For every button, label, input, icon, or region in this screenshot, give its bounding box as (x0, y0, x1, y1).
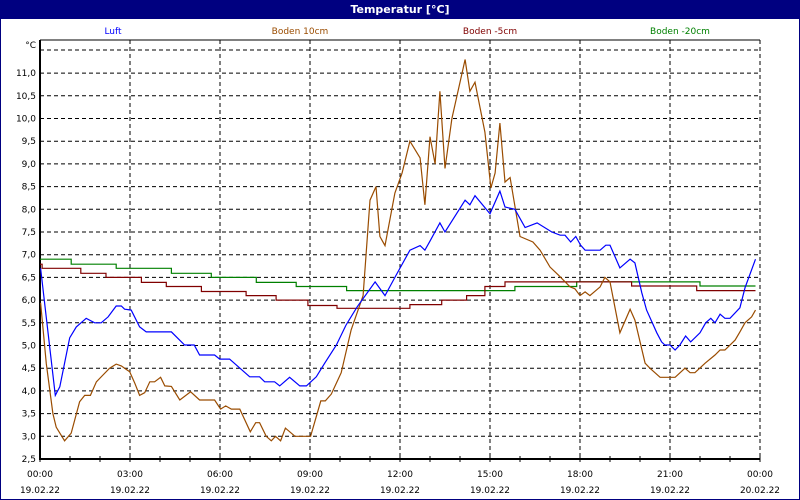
x-tick-time: 03:00 (117, 470, 143, 480)
x-tick-date: 20.02.22 (740, 486, 780, 496)
y-tick-label: 7,0 (22, 251, 37, 261)
series-lines (40, 59, 757, 442)
y-tick-label: 11,0 (16, 69, 36, 79)
y-tick-label: 6,0 (22, 296, 37, 306)
series-line-boden-10cm (40, 59, 757, 442)
x-tick-date: 19.02.22 (380, 486, 420, 496)
series-line-boden-20cm (40, 258, 756, 292)
x-tick-time: 15:00 (477, 470, 503, 480)
x-tick-date: 19.02.22 (290, 486, 330, 496)
y-tick-label: 2,5 (22, 455, 36, 465)
y-tick-label: 4,0 (22, 387, 37, 397)
legend-boden-10cm: Boden 10cm (272, 27, 329, 37)
x-tick-time: 00:00 (747, 470, 773, 480)
x-tick-time: 00:00 (27, 470, 53, 480)
y-tick-label: 7,5 (22, 228, 36, 238)
y-axis-unit: °C (25, 41, 36, 51)
x-tick-date: 19.02.22 (650, 486, 690, 496)
y-tick-label: 8,5 (22, 183, 36, 193)
x-tick-time: 09:00 (297, 470, 323, 480)
y-tick-label: 10,5 (16, 92, 36, 102)
y-tick-label: 4,5 (22, 364, 36, 374)
x-tick-date: 19.02.22 (20, 486, 60, 496)
x-tick-time: 06:00 (207, 470, 233, 480)
y-tick-label: 9,0 (22, 160, 37, 170)
y-tick-label: 5,5 (22, 319, 36, 329)
y-tick-label: 8,0 (22, 205, 37, 215)
series-line-luft (40, 189, 757, 398)
x-tick-time: 12:00 (387, 470, 413, 480)
legend-boden-5cm: Boden -5cm (463, 27, 517, 37)
y-tick-label: 10,0 (16, 115, 36, 125)
y-tick-label: 5,0 (22, 342, 37, 352)
legend-boden-20cm: Boden -20cm (650, 27, 710, 37)
y-tick-label: 3,5 (22, 410, 36, 420)
y-tick-label: 3,0 (22, 432, 37, 442)
x-tick-date: 19.02.22 (560, 486, 600, 496)
window-title: Temperatur [°C] (1, 1, 799, 19)
y-tick-label: 9,5 (22, 137, 36, 147)
x-tick-time: 18:00 (567, 470, 593, 480)
x-tick-date: 19.02.22 (110, 486, 150, 496)
x-tick-date: 19.02.22 (470, 486, 510, 496)
x-tick-time: 21:00 (657, 470, 683, 480)
legend-luft: Luft (104, 27, 122, 37)
x-tick-date: 19.02.22 (200, 486, 240, 496)
series-line-boden-5cm (40, 263, 756, 309)
y-tick-label: 6,5 (22, 273, 36, 283)
